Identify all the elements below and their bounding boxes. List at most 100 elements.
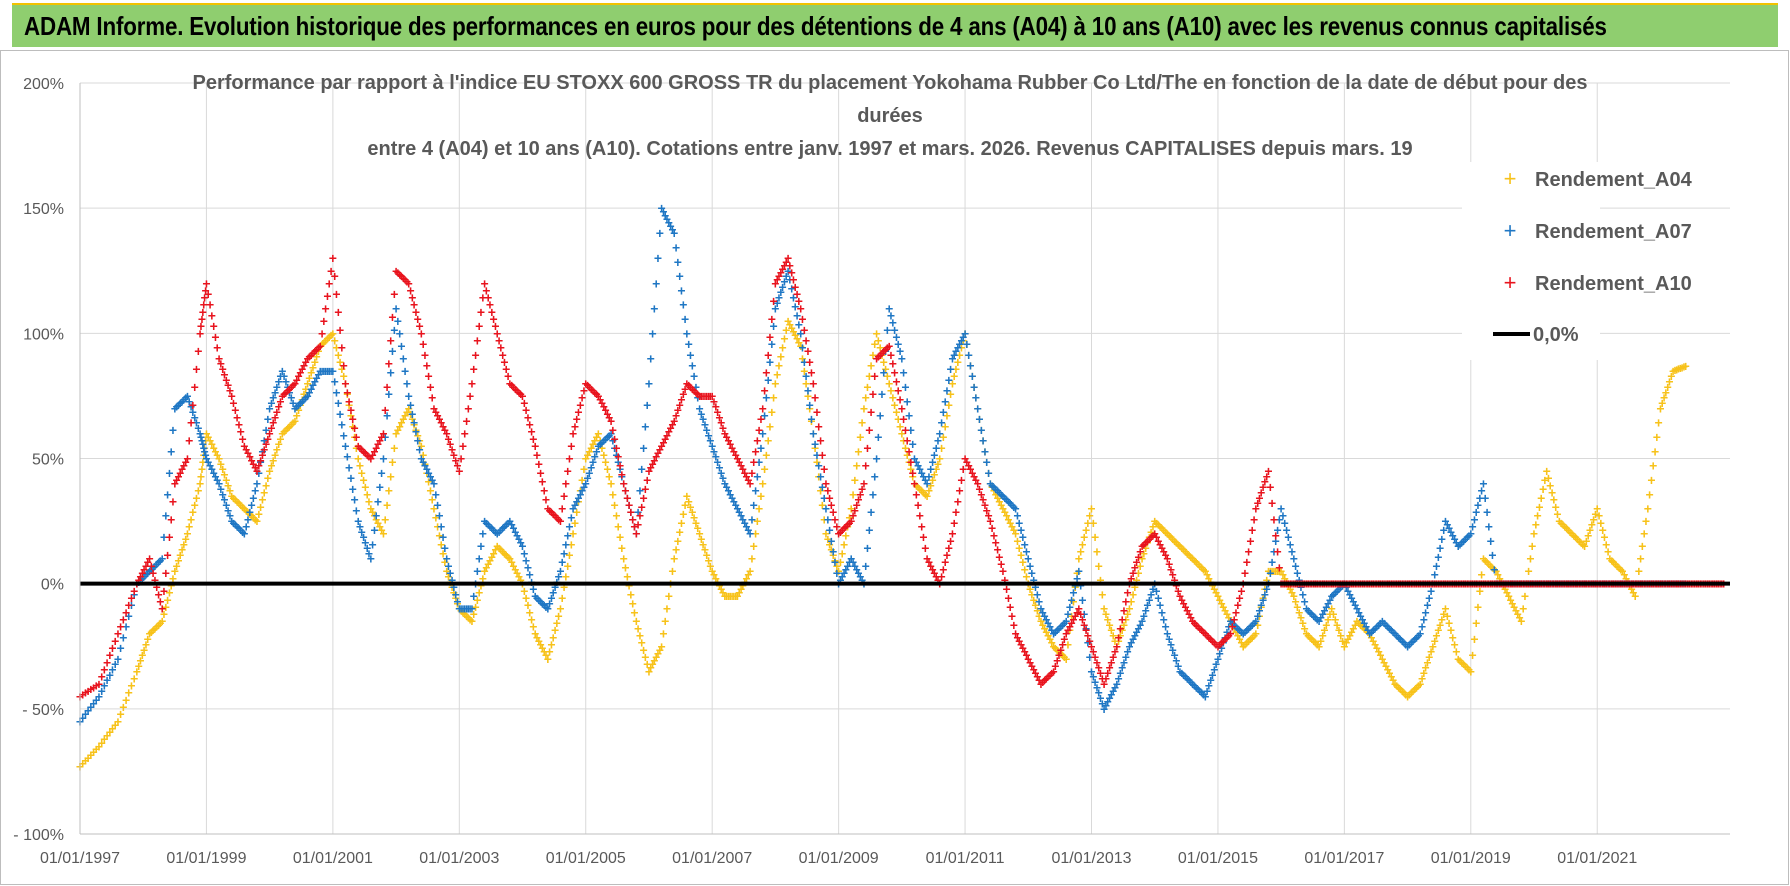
data-point: +: [854, 492, 862, 508]
data-point: +: [387, 332, 395, 348]
data-point: +: [1413, 679, 1421, 695]
data-point: +: [950, 368, 958, 384]
data-point: +: [692, 384, 700, 400]
data-point: +: [838, 569, 846, 585]
data-point: +: [1208, 633, 1216, 649]
data-point: +: [1040, 620, 1048, 636]
data-point: +: [459, 438, 467, 454]
data-point: +: [1293, 565, 1301, 581]
data-point: +: [562, 476, 570, 492]
data-point: +: [1416, 676, 1424, 692]
data-point: +: [1566, 524, 1574, 540]
data-point: +: [692, 379, 700, 395]
data-point: +: [1073, 604, 1081, 620]
data-point: +: [363, 486, 371, 502]
data-point: +: [1116, 620, 1124, 636]
data-point: +: [1445, 520, 1453, 536]
data-point: +: [639, 490, 647, 506]
data-point: +: [242, 442, 250, 458]
data-point: +: [448, 442, 456, 458]
data-point: +: [1053, 642, 1061, 658]
data-point: +: [934, 433, 942, 449]
data-point: +: [334, 347, 342, 363]
data-point: +: [1443, 517, 1451, 533]
data-point: +: [276, 368, 284, 384]
data-point: +: [925, 483, 933, 499]
data-point: +: [1622, 570, 1630, 586]
data-point: +: [912, 477, 920, 493]
data-point: +: [766, 354, 774, 370]
data-point: +: [1338, 633, 1346, 649]
data-point: +: [130, 583, 138, 599]
data-point: +: [782, 322, 790, 338]
data-point: +: [914, 458, 922, 474]
data-point: +: [307, 381, 315, 397]
data-point: +: [275, 374, 283, 390]
data-point: +: [573, 493, 581, 509]
data-point: +: [154, 554, 162, 570]
data-point: +: [1194, 619, 1202, 635]
data-point: +: [267, 458, 275, 474]
data-point: +: [262, 422, 270, 438]
series-rendement-a04: ++++++++++++++++++++++++++++++++++++++++…: [76, 313, 1690, 775]
data-point: +: [475, 585, 483, 601]
data-point: +: [1443, 608, 1451, 624]
data-point: +: [1266, 563, 1274, 579]
data-point: +: [347, 402, 355, 418]
data-point: +: [564, 527, 572, 543]
data-point: +: [1255, 490, 1263, 506]
data-point: +: [679, 297, 687, 313]
data-point: +: [663, 427, 671, 443]
data-point: +: [1082, 522, 1090, 538]
data-point: +: [921, 486, 929, 502]
data-point: +: [224, 477, 232, 493]
data-point: +: [1203, 628, 1211, 644]
data-point: +: [1096, 572, 1104, 588]
data-point: +: [1506, 592, 1514, 608]
data-point: +: [1075, 601, 1083, 617]
data-point: +: [1353, 601, 1361, 617]
data-point: +: [464, 400, 472, 416]
data-point: +: [1568, 526, 1576, 542]
data-point: +: [1600, 529, 1608, 545]
data-point: +: [135, 572, 143, 588]
data-point: +: [1331, 611, 1339, 627]
data-point: +: [1590, 511, 1598, 527]
data-point: +: [435, 411, 443, 427]
data-point: +: [462, 608, 470, 624]
data-point: +: [1469, 647, 1477, 663]
data-point: +: [820, 511, 828, 527]
data-point: +: [553, 510, 561, 526]
data-point: +: [1534, 508, 1542, 524]
data-point: +: [656, 225, 664, 241]
data-point: +: [327, 363, 335, 379]
data-point: +: [390, 440, 398, 456]
data-point: +: [880, 365, 888, 381]
data-point: +: [187, 511, 195, 527]
data-point: +: [582, 476, 590, 492]
data-point: +: [654, 445, 662, 461]
data-point: +: [1393, 628, 1401, 644]
data-point: +: [596, 433, 604, 449]
data-point: +: [560, 579, 568, 595]
data-point: +: [226, 483, 234, 499]
data-point: +: [1035, 608, 1043, 624]
data-point: +: [1664, 379, 1672, 395]
data-point: +: [564, 463, 572, 479]
data-point: +: [565, 451, 573, 467]
data-point: +: [547, 590, 555, 606]
data-point: +: [699, 536, 707, 552]
data-point: +: [1140, 545, 1148, 561]
data-point: +: [356, 440, 364, 456]
data-point: +: [712, 449, 720, 465]
data-point: +: [1282, 522, 1290, 538]
data-point: +: [311, 343, 319, 359]
data-point: +: [363, 540, 371, 556]
data-point: +: [1059, 617, 1067, 633]
data-point: +: [892, 329, 900, 345]
data-point: +: [237, 497, 245, 513]
data-point: +: [901, 422, 909, 438]
data-point: +: [1297, 579, 1305, 595]
data-point: +: [1077, 543, 1085, 559]
data-point: +: [1638, 538, 1646, 554]
